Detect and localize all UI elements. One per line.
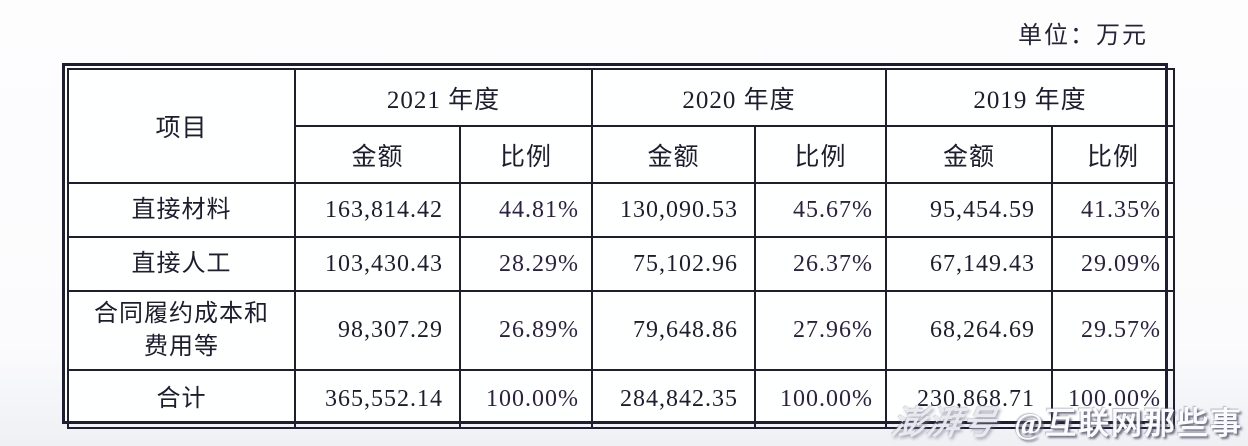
- table-row-direct-labor: 直接人工 103,430.43 28.29% 75,102.96 26.37% …: [67, 236, 1176, 292]
- amount-cell: 67,149.43: [885, 236, 1054, 292]
- amount-cell: 103,430.43: [294, 236, 461, 292]
- amount-cell: 230,868.71: [885, 369, 1054, 429]
- header-item: 项目: [67, 68, 296, 184]
- item-cell: 直接材料: [67, 182, 296, 238]
- ratio-cell: 26.89%: [458, 290, 594, 371]
- header-year-2019: 2019 年度: [885, 68, 1176, 127]
- header-year-2021: 2021 年度: [293, 68, 594, 127]
- header-row-years: 项目 2021 年度 2020 年度 2019 年度: [67, 68, 1176, 184]
- ratio-cell: 100.00%: [754, 369, 888, 429]
- ratio-cell: 44.81%: [458, 182, 594, 238]
- table-row-direct-materials: 直接材料 163,814.42 44.81% 130,090.53 45.67%…: [67, 182, 1176, 238]
- item-cell: 合计: [67, 369, 296, 429]
- header-row-metrics: 金额 比例 金额 比例 金额 比例: [68, 125, 1176, 184]
- ratio-cell: 29.57%: [1051, 290, 1176, 371]
- amount-cell: 79,648.86: [591, 290, 757, 371]
- ratio-cell: 45.67%: [754, 182, 888, 238]
- amount-cell: 365,552.14: [294, 369, 461, 429]
- header-amount-2019: 金额: [885, 125, 1054, 184]
- cost-table-frame: 项目 2021 年度 2020 年度 2019 年度 金额 比例 金额 比例 金…: [62, 63, 1176, 429]
- ratio-cell: 100.00%: [1051, 369, 1176, 429]
- amount-cell: 130,090.53: [591, 182, 757, 238]
- ratio-cell: 41.35%: [1051, 182, 1176, 238]
- amount-cell: 163,814.42: [294, 182, 461, 238]
- amount-cell: 75,102.96: [591, 236, 757, 292]
- ratio-cell: 100.00%: [458, 369, 594, 429]
- header-amount-2020: 金额: [591, 125, 757, 184]
- item-cell: 合同履约成本和 费用等: [67, 290, 296, 371]
- amount-cell: 95,454.59: [885, 182, 1054, 238]
- header-ratio-2021: 比例: [458, 125, 594, 184]
- ratio-cell: 28.29%: [458, 236, 594, 292]
- table-row-contract-costs: 合同履约成本和 费用等 98,307.29 26.89% 79,648.86 2…: [67, 290, 1176, 371]
- table-row-total: 合计 365,552.14 100.00% 284,842.35 100.00%…: [67, 369, 1176, 429]
- amount-cell: 68,264.69: [885, 290, 1054, 371]
- header-ratio-2020: 比例: [754, 125, 888, 184]
- ratio-cell: 26.37%: [754, 236, 888, 292]
- amount-cell: 284,842.35: [591, 369, 757, 429]
- header-ratio-2019: 比例: [1051, 125, 1176, 184]
- amount-cell: 98,307.29: [294, 290, 461, 371]
- item-cell: 直接人工: [67, 236, 296, 292]
- ratio-cell: 27.96%: [754, 290, 888, 371]
- header-amount-2021: 金额: [294, 125, 461, 184]
- ratio-cell: 29.09%: [1051, 236, 1176, 292]
- header-year-2020: 2020 年度: [591, 68, 888, 127]
- cost-composition-table: 项目 2021 年度 2020 年度 2019 年度 金额 比例 金额 比例 金…: [67, 68, 1176, 429]
- unit-label: 单位：万元: [1018, 23, 1148, 49]
